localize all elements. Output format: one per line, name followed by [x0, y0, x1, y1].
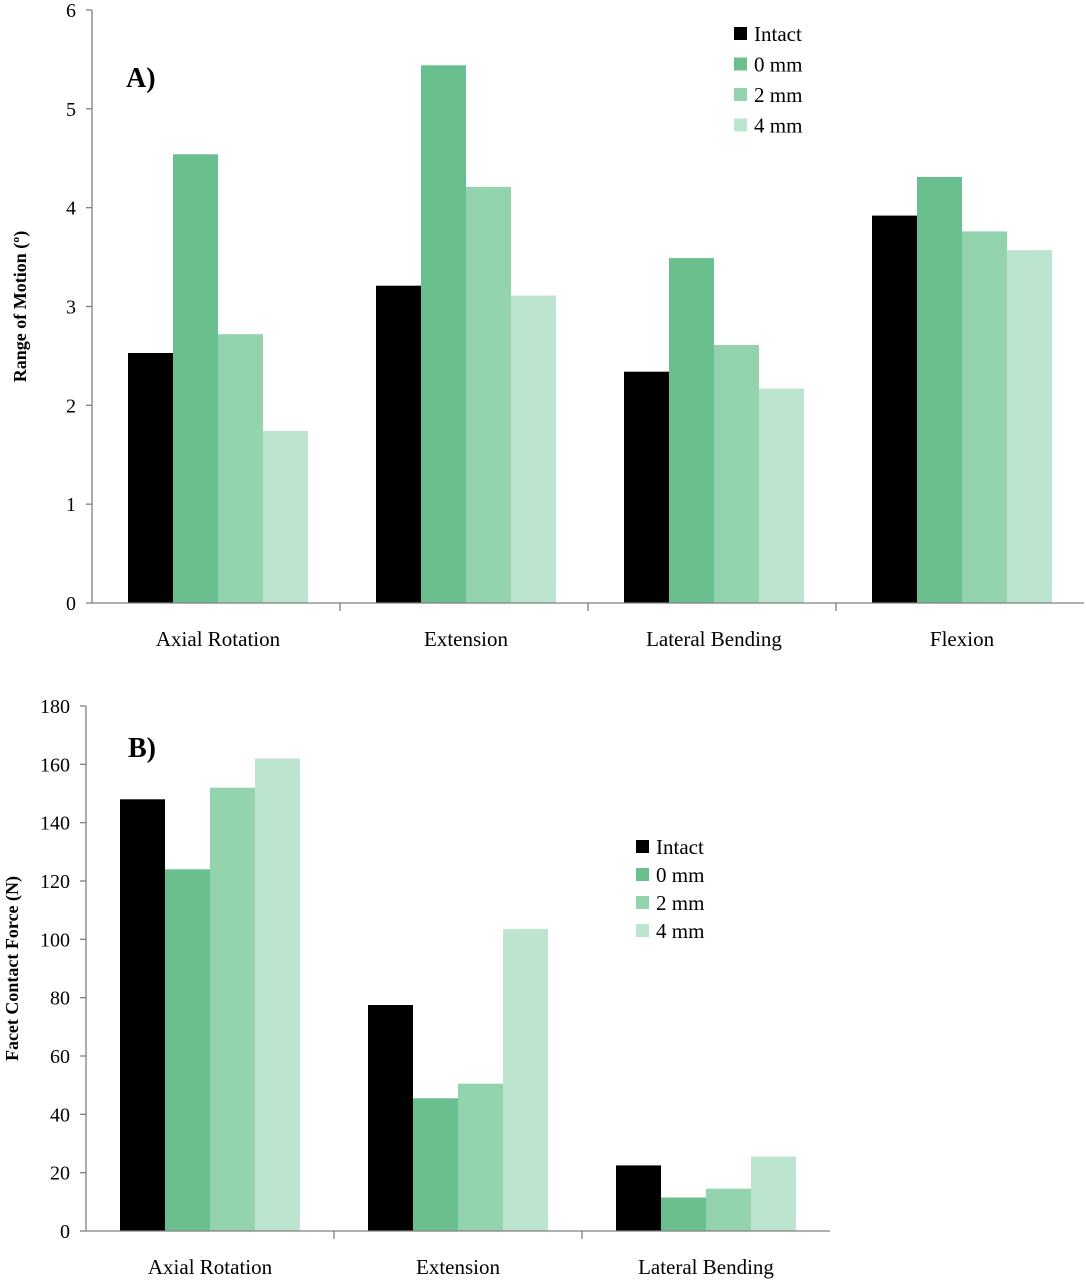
y-tick-label-b-1: 20 — [50, 1163, 70, 1185]
bar-b-0-0 — [120, 799, 165, 1231]
bar-a-0-0 — [128, 353, 173, 603]
bar-a-1-2 — [466, 186, 511, 603]
category-label-b-2: Lateral Bending — [638, 1255, 774, 1279]
legend-swatch-a-1 — [734, 57, 747, 71]
legend-swatch-b-1 — [636, 868, 649, 881]
bar-b-2-0 — [616, 1165, 661, 1231]
y-tick-label-b-5: 100 — [40, 929, 70, 951]
bar-b-2-2 — [706, 1188, 751, 1231]
legend-swatch-a-3 — [734, 118, 747, 132]
legend-a: Intact 0 mm 2 mm 4 mm — [734, 22, 802, 138]
legend-label-b-1: 0 mm — [656, 863, 704, 887]
legend-b: Intact 0 mm 2 mm 4 mm — [636, 835, 704, 943]
bar-a-0-1 — [173, 154, 218, 604]
legend-swatch-a-0 — [734, 27, 747, 40]
bar-b-1-3 — [503, 929, 548, 1231]
y-tick-label-a-4: 4 — [66, 198, 76, 220]
bar-a-0-2 — [218, 334, 263, 603]
y-tick-label-a-3: 3 — [66, 297, 76, 319]
y-tick-label-a-5: 5 — [66, 99, 76, 121]
panel-label-b: B) — [128, 733, 156, 764]
y-axis-title-b: Facet Contact Force (N) — [2, 876, 23, 1061]
y-tick-label-b-4: 80 — [50, 988, 70, 1010]
panel-label-a: A) — [126, 63, 156, 94]
bar-a-2-2 — [714, 345, 759, 603]
bar-a-3-3 — [1007, 250, 1052, 603]
bar-a-0-3 — [263, 431, 308, 603]
legend-label-a-3: 4 mm — [754, 114, 802, 138]
legend-label-a-1: 0 mm — [754, 53, 802, 77]
y-tick-label-b-7: 140 — [40, 813, 70, 835]
y-tick-label-b-2: 40 — [50, 1104, 70, 1126]
bar-a-1-0 — [376, 285, 421, 603]
category-label-b-0: Axial Rotation — [148, 1255, 273, 1279]
y-tick-label-a-0: 0 — [66, 593, 76, 615]
bar-b-2-1 — [661, 1197, 706, 1231]
legend-label-b-0: Intact — [656, 835, 704, 859]
category-label-a-1: Extension — [424, 627, 508, 651]
y-tick-label-a-2: 2 — [66, 395, 76, 417]
legend-label-b-3: 4 mm — [656, 919, 704, 943]
category-label-a-0: Axial Rotation — [156, 627, 281, 651]
bar-a-3-0 — [872, 215, 917, 603]
bar-b-1-0 — [368, 1005, 413, 1231]
legend-label-a-2: 2 mm — [754, 83, 802, 107]
bar-a-2-1 — [669, 258, 714, 603]
y-tick-label-a-6: 6 — [66, 0, 76, 22]
bar-b-0-3 — [255, 758, 300, 1231]
y-tick-label-b-3: 60 — [50, 1046, 70, 1068]
bar-b-1-2 — [458, 1083, 503, 1231]
category-label-b-1: Extension — [416, 1255, 500, 1279]
bar-a-3-1 — [917, 177, 962, 603]
chart-b-facet-contact-force: 0 20 40 60 80 100 120 140 160 180 Axial Rotation Ex… — [2, 696, 830, 1279]
bar-a-1-3 — [511, 295, 556, 603]
legend-swatch-b-3 — [636, 924, 649, 937]
bar-b-1-1 — [413, 1098, 458, 1231]
bar-b-0-2 — [210, 787, 255, 1231]
category-label-a-3: Flexion — [930, 627, 995, 651]
y-tick-label-b-9: 180 — [40, 696, 70, 718]
legend-swatch-b-2 — [636, 896, 649, 909]
bar-a-2-0 — [624, 371, 669, 603]
bar-a-1-1 — [421, 65, 466, 604]
legend-swatch-b-0 — [636, 840, 649, 853]
legend-swatch-a-2 — [734, 88, 747, 101]
y-axis-title-a: Range of Motion (º) — [10, 231, 31, 382]
chart-a-range-of-motion: 0 1 2 3 4 5 6 Axial Rotation Extension Lateral Be… — [10, 0, 1084, 651]
y-tick-label-a-1: 1 — [66, 494, 76, 516]
bar-b-2-3 — [751, 1156, 796, 1231]
bar-b-0-1 — [165, 869, 210, 1231]
legend-label-a-0: Intact — [754, 22, 802, 46]
y-tick-label-b-6: 120 — [40, 871, 70, 893]
bar-a-2-3 — [759, 388, 804, 603]
bar-a-3-2 — [962, 231, 1007, 603]
y-tick-label-b-8: 160 — [40, 754, 70, 776]
legend-label-b-2: 2 mm — [656, 891, 704, 915]
y-tick-label-b-0: 0 — [60, 1221, 70, 1243]
category-label-a-2: Lateral Bending — [646, 627, 782, 651]
